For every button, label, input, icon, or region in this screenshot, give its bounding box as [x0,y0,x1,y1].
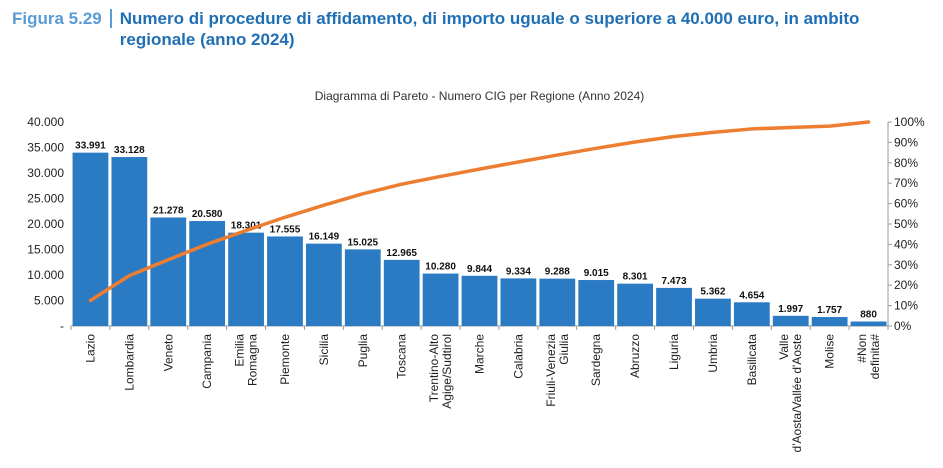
figure-separator [109,9,112,28]
y2-tick-label: 80% [894,156,918,170]
bar [461,275,498,326]
category-label: Trentino-AltoAgige/Sudtirol [427,334,454,409]
y2-tick-label: 20% [894,278,918,292]
bar-value-label: 10.280 [425,262,456,273]
bar-value-label: 16.149 [309,232,340,243]
bar-value-label: 9.844 [467,264,492,275]
bar [695,298,731,326]
bar [656,287,692,326]
category-label: Sardegna [589,334,603,386]
category-label: Campania [200,334,214,389]
bar-value-label: 880 [860,310,877,321]
bar [305,243,342,326]
y2-tick-label: 60% [894,197,918,211]
y-tick-label: 40.000 [27,115,64,129]
category-label: EmiliaRomagna [233,334,260,386]
bar-value-label: 9.288 [545,267,570,278]
bar-value-label: 17.555 [270,224,301,235]
y2-tick-label: 30% [894,258,918,272]
bar-value-label: 1.757 [817,305,842,316]
y-tick-label: - [60,319,64,333]
category-label: Friuli-VeneziaGiulia [544,334,571,407]
bar [189,221,226,326]
y-tick-label: 30.000 [27,166,64,180]
bar-value-label: 5.362 [700,287,725,298]
bar-value-label: 33.128 [114,145,145,156]
category-label: Valled'Aosta/Vallée d'Aoste [777,334,804,453]
y2-tick-label: 50% [894,217,918,231]
bar [344,249,381,326]
bar-value-label: 1.997 [778,304,803,315]
category-label: Calabria [511,334,525,379]
figure-title: Numero di procedure di affidamento, di i… [119,9,860,49]
y-tick-label: 25.000 [27,192,64,206]
bar-value-label: 33.991 [75,141,106,152]
y-tick-label: 20.000 [27,217,64,231]
cumulative-percent-line [88,120,871,303]
bar-value-label: 20.580 [192,209,223,220]
bar-value-label: 4.654 [739,290,764,301]
category-label: Molise [823,334,837,369]
bar [111,157,148,326]
bar [733,302,770,326]
bar [500,278,537,326]
bar-value-label: 18.301 [231,221,262,232]
bar-value-label: 8.301 [623,272,648,283]
category-label: Umbria [706,334,720,373]
figure-label: Figura 5.29 [12,9,102,28]
bar-value-label: 21.278 [153,205,184,216]
y-tick-label: 15.000 [27,243,64,257]
chart-title: Diagramma di Pareto - Numero CIG per Reg… [315,89,644,103]
category-label: Puglia [356,334,370,368]
bar-value-label: 9.015 [584,268,609,279]
bar-value-label: 9.334 [506,266,531,277]
category-label: Basilicata [745,334,759,386]
bar [539,278,576,326]
figure-header: Figura 5.29 Numero di procedure di affid… [12,8,880,50]
y2-tick-label: 0% [894,319,912,333]
y-tick-label: 35.000 [27,141,64,155]
bar [578,280,615,326]
category-label: Piemonte [278,334,292,385]
bar [617,283,654,326]
y2-tick-label: 90% [894,135,918,149]
bar [150,217,187,326]
y-tick-label: 10.000 [27,268,64,282]
category-label: Marche [473,334,487,374]
bar-value-label: 12.965 [386,248,417,259]
bar [72,152,109,326]
bar [422,273,459,326]
category-label: Liguria [667,334,681,370]
category-label: Toscana [395,334,409,379]
category-label: Lombardia [122,334,136,391]
y2-tick-label: 100% [894,115,925,129]
bar [228,232,264,326]
y2-tick-label: 40% [894,237,918,251]
y2-tick-label: 10% [894,299,918,313]
bar [772,315,809,326]
category-label: Abruzzo [628,334,642,378]
bar [383,259,420,326]
bar-value-label: 7.473 [662,276,687,287]
y2-tick-label: 70% [894,176,918,190]
bar [811,317,848,326]
category-label: Sicilia [317,334,331,366]
bar [267,236,303,326]
bar-value-label: 15.025 [347,237,378,248]
category-label: Veneto [161,334,175,372]
category-label: #Nondefinita# [855,334,882,380]
bar [850,321,887,326]
y-tick-label: 5.000 [34,294,64,308]
category-label: Lazio [83,334,97,363]
